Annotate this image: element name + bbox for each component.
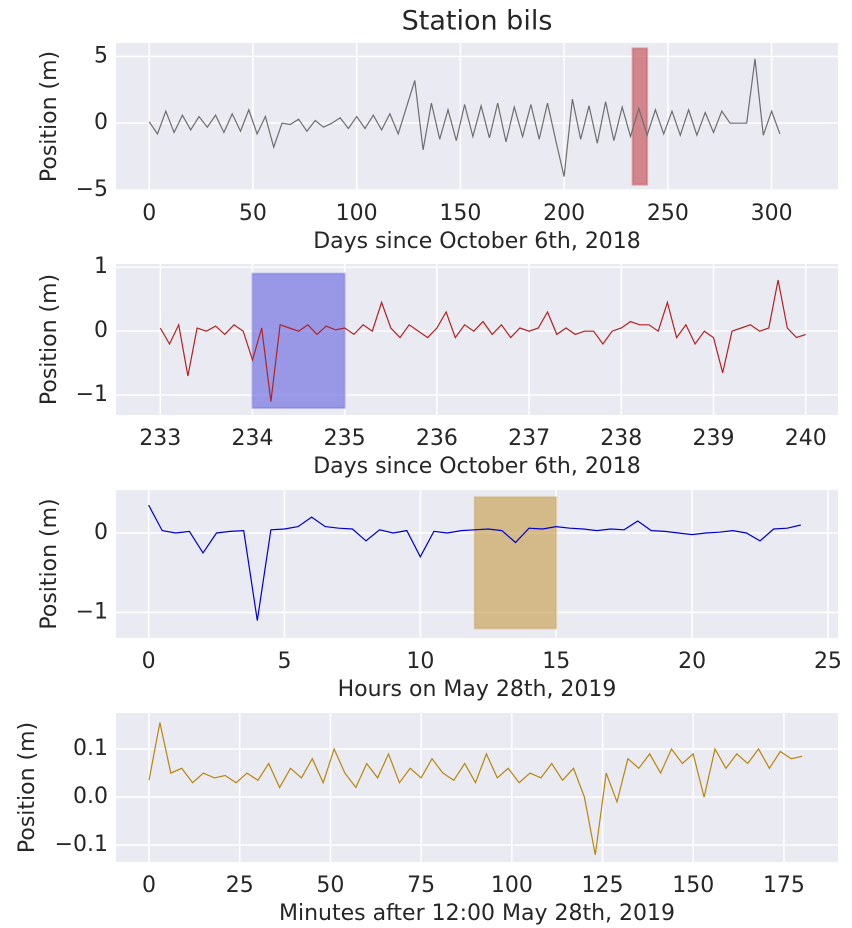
x-tick-label: 150 bbox=[672, 873, 714, 898]
y-tick-label: 5 bbox=[94, 43, 108, 68]
y-axis-label: Position (m) bbox=[37, 51, 62, 182]
x-tick-label: 25 bbox=[814, 649, 842, 674]
x-tick-label: 25 bbox=[226, 873, 254, 898]
x-tick-label: 150 bbox=[439, 201, 481, 226]
highlight-span bbox=[631, 47, 649, 186]
data-line bbox=[148, 504, 801, 621]
x-tick-label: 0 bbox=[142, 201, 156, 226]
x-tick-label: 20 bbox=[678, 649, 706, 674]
x-axis-label: Minutes after 12:00 May 28th, 2019 bbox=[279, 901, 675, 926]
data-line bbox=[159, 279, 806, 402]
chart-title: Station bils bbox=[402, 6, 553, 37]
x-tick-label: 0 bbox=[142, 873, 156, 898]
x-tick-label: 10 bbox=[406, 649, 434, 674]
y-axis-label: Position (m) bbox=[37, 274, 62, 405]
y-axis-label: Position (m) bbox=[37, 498, 62, 629]
x-tick-label: 50 bbox=[316, 873, 344, 898]
x-tick-label: 237 bbox=[508, 426, 550, 451]
plot-background bbox=[116, 713, 838, 862]
y-tick-label: 0.0 bbox=[73, 784, 108, 809]
x-tick-label: 240 bbox=[785, 426, 827, 451]
x-tick-label: 234 bbox=[231, 426, 273, 451]
y-tick-label: 1 bbox=[94, 254, 108, 279]
x-axis-label: Days since October 6th, 2018 bbox=[313, 229, 641, 254]
data-line bbox=[148, 58, 781, 177]
x-tick-label: 235 bbox=[324, 426, 366, 451]
y-tick-label: 0 bbox=[94, 520, 108, 545]
x-tick-label: 75 bbox=[407, 873, 435, 898]
y-tick-label: −0.1 bbox=[55, 832, 108, 857]
highlight-span bbox=[251, 272, 346, 409]
y-tick-label: −1 bbox=[76, 382, 108, 407]
y-axis-label: Position (m) bbox=[15, 722, 40, 853]
x-tick-label: 125 bbox=[582, 873, 624, 898]
y-tick-label: 0.1 bbox=[73, 736, 108, 761]
plot-background bbox=[116, 43, 838, 190]
data-line bbox=[148, 722, 803, 855]
y-tick-label: −5 bbox=[76, 177, 108, 202]
x-axis-label: Days since October 6th, 2018 bbox=[313, 454, 641, 479]
x-tick-label: 0 bbox=[142, 649, 156, 674]
plot-background bbox=[116, 264, 838, 415]
x-tick-label: 300 bbox=[751, 201, 793, 226]
highlight-span bbox=[473, 496, 558, 630]
y-tick-label: −1 bbox=[76, 600, 108, 625]
y-tick-label: 0 bbox=[94, 318, 108, 343]
x-tick-label: 100 bbox=[491, 873, 533, 898]
x-tick-label: 15 bbox=[542, 649, 570, 674]
x-tick-label: 100 bbox=[336, 201, 378, 226]
x-tick-label: 250 bbox=[647, 201, 689, 226]
x-tick-label: 236 bbox=[416, 426, 458, 451]
x-tick-label: 238 bbox=[600, 426, 642, 451]
x-axis-label: Hours on May 28th, 2019 bbox=[338, 677, 617, 702]
x-tick-label: 233 bbox=[139, 426, 181, 451]
x-tick-label: 200 bbox=[543, 201, 585, 226]
y-tick-label: 0 bbox=[94, 110, 108, 135]
x-tick-label: 175 bbox=[763, 873, 805, 898]
x-tick-label: 50 bbox=[239, 201, 267, 226]
x-tick-label: 5 bbox=[277, 649, 291, 674]
x-tick-label: 239 bbox=[693, 426, 735, 451]
